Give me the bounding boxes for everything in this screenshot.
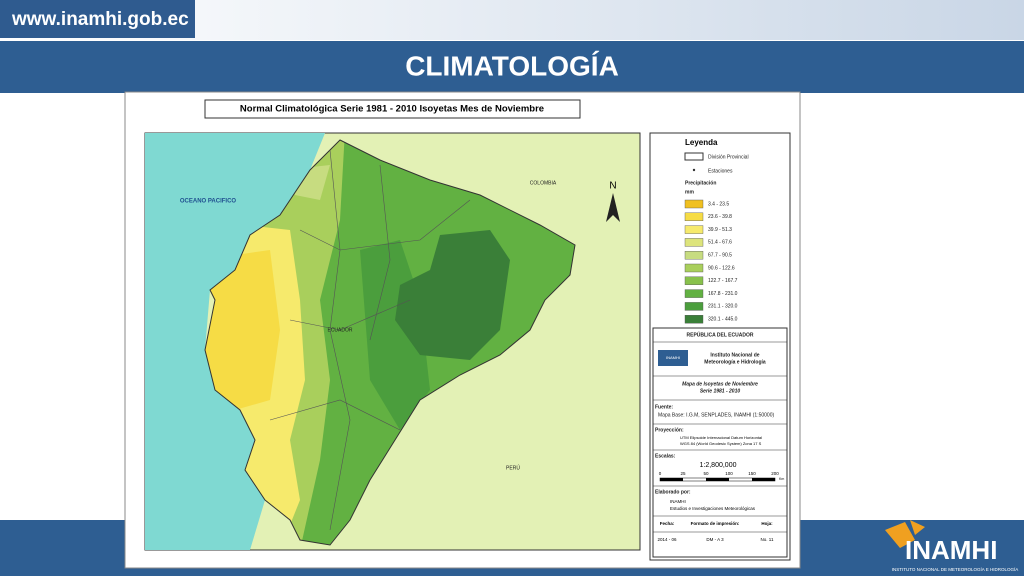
url: www.inamhi.gob.ec [11,9,189,30]
inst1: Instituto Nacional de [710,352,759,358]
date: 2014 - 06 [657,537,677,542]
logo-sub: INSTITUTO NACIONAL DE METEOROLOGÍA E HID… [892,566,1019,572]
scale-tick: 100 [725,471,733,476]
legend-classes: 3.4 - 23.5 23.6 - 39.8 39.9 - 51.3 51.4 - 6… [684,199,738,324]
scale-seg [706,478,729,481]
info-box [652,327,788,558]
class-label: 51.4 - 67.6 [708,240,732,246]
logo-icon [885,520,925,548]
inamhi-mini-logo [658,350,688,366]
class-swatch [684,276,704,285]
scale-seg [660,478,683,481]
republic: REPÚBLICA DEL ECUADOR [687,331,754,338]
class-swatch [684,289,704,298]
scale-unit: Km [779,477,784,481]
title-band [0,41,1024,93]
class-swatch [684,212,704,222]
scale: 1:2,800,000 [700,462,737,469]
logo-name: INAMHI [905,535,997,565]
colombia-label: COLOMBIA [530,180,557,186]
scale-tick: 0 [659,471,662,476]
mini-logo-text: INAMHI [666,355,680,360]
class-swatch [684,238,704,247]
class-swatch [684,225,704,234]
ecuador-outline [204,139,576,546]
sheet: No. 11 [761,537,774,542]
scale-tick: 25 [680,471,686,476]
scale-tick: 200 [771,471,779,476]
class-label: 231.1 - 320.0 [708,304,738,310]
format: DM - A 3 [706,537,724,542]
province-lines [269,149,471,531]
format-h: Formato de impresión: [691,521,740,526]
class-label: 167.8 - 231.0 [708,291,738,297]
peru-label: PERÚ [506,464,520,471]
source-h: Fuente: [655,404,673,410]
inst2: Meteorología e Hidrología [704,359,766,365]
class-swatch [684,199,704,209]
class-label: 122.7 - 167.7 [708,278,738,284]
legend-title: Leyenda [685,138,718,147]
class-label: 39.9 - 51.3 [708,227,732,233]
north-label: N [609,181,616,192]
province-swatch [684,152,704,161]
class-label: 90.6 - 122.6 [708,265,735,271]
north-arrow [606,193,620,222]
proj2: WGS 84 (World Geodesic System) Zona 17 S [680,441,762,446]
precip-text: Precipitación [685,180,716,186]
made1: INAMHI [670,499,686,504]
class-label: 23.6 - 39.8 [708,214,732,220]
url-box [0,0,195,38]
class-label: 67.7 - 90.5 [708,253,732,259]
stations-text: Estaciones [708,168,733,174]
province-text: División Provincial [708,154,749,160]
unit-text: mm [685,189,694,195]
proj-h: Proyección: [655,427,684,433]
class-label: 3.4 - 23.5 [708,201,729,207]
date-h: Fecha: [660,521,675,526]
class-label: 320.1 - 445.0 [708,317,738,323]
class-swatch [684,315,704,324]
class-swatch [684,302,704,311]
ecuador-label: ECUADOR [327,327,352,333]
info-rules [653,341,787,533]
proj1: UTM Elipsoide Internacional Datum Horizo… [680,435,762,440]
source: Mapa Base: I.G.M, SENPLADES, INAMHI (1:5… [658,412,774,418]
map-title: Normal Climatológica Serie 1981 - 2010 I… [240,104,544,115]
ocean [145,133,325,550]
scale-seg [752,478,775,481]
ocean-label: OCEANO PACIFICO [180,199,237,205]
class-swatch [684,263,704,273]
map-title-box [204,99,581,119]
maptitle2: Serie 1981 - 2010 [700,388,741,394]
maptitle1: Mapa de Isoyetas de Noviembre [682,381,758,387]
class-swatch [684,250,704,260]
made-h: Elaborado por: [655,489,691,495]
slide-title: CLIMATOLOGÍA [405,50,619,81]
station-swatch [692,168,696,172]
made2: Estudios e Investigaciones Meteorológica… [670,506,756,511]
scale-tick: 150 [748,471,756,476]
scale-tick: 50 [703,471,709,476]
scale-h: Escalas: [655,453,676,459]
sheet-h: Hoja: [761,521,773,526]
